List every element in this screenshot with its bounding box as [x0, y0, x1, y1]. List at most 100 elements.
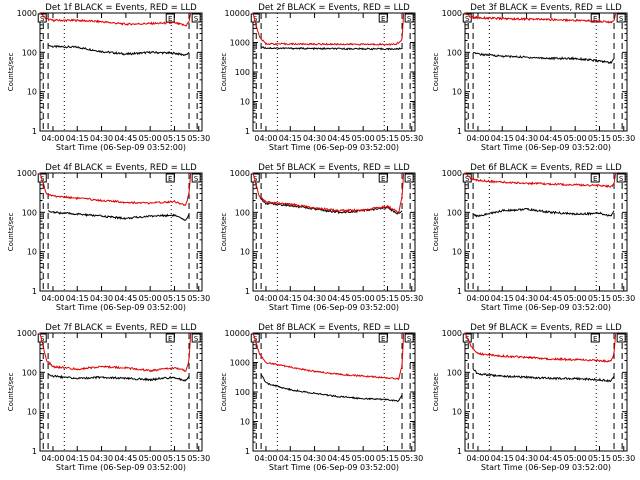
x-tick-label: 04:30: [515, 294, 538, 303]
y-tick-label: 100: [235, 388, 250, 397]
x-tick-label: 04:45: [539, 454, 562, 463]
y-tick-label: 1: [457, 447, 462, 456]
plot-frame: [39, 172, 203, 292]
corner-marker-box: [462, 13, 472, 23]
y-axis-label: Counts/sec: [220, 213, 228, 252]
x-tick-label: 04:45: [327, 454, 350, 463]
detector-panel-8: Det 8f BLACK = Events, RED = LLD Counts/s…: [220, 323, 423, 472]
panel-title: Det 5f BLACK = Events, RED = LLD: [258, 163, 410, 173]
panel-title: Det 6f BLACK = Events, RED = LLD: [470, 163, 622, 173]
corner-marker-label: S: [407, 335, 412, 343]
y-tick-label: 1000: [442, 329, 462, 338]
x-tick-label: 04:45: [114, 454, 137, 463]
corner-marker-label: E: [593, 335, 597, 343]
x-tick-label: 05:30: [612, 294, 635, 303]
detector-panel-3: Det 3f BLACK = Events, RED = LLD Counts/s…: [432, 3, 635, 152]
y-tick-label: 10: [452, 408, 462, 417]
x-tick-label: 04:30: [90, 454, 113, 463]
events-series-line: [260, 198, 403, 215]
corner-marker-label: S: [253, 175, 258, 183]
x-axis-label: Start Time (06-Sep-09 03:52:00): [56, 143, 186, 152]
x-tick-label: 04:30: [515, 134, 538, 143]
x-tick-label: 04:15: [491, 294, 514, 303]
x-axis-label: Start Time (06-Sep-09 03:52:00): [56, 303, 186, 312]
x-tick-label: 05:30: [187, 294, 210, 303]
corner-marker-box: [616, 13, 626, 23]
lld-series-line: [252, 12, 405, 47]
plot-frame: [464, 12, 628, 132]
events-series-line: [472, 51, 615, 65]
corner-marker-label: E: [593, 175, 597, 183]
panel-title: Det 2f BLACK = Events, RED = LLD: [258, 3, 410, 13]
x-tick-label: 04:45: [114, 294, 137, 303]
x-tick-label: 05:30: [400, 454, 423, 463]
lld-series-line: [39, 12, 192, 27]
lld-series-line: [464, 332, 617, 363]
y-tick-label: 10: [240, 98, 250, 107]
x-axis-label: Start Time (06-Sep-09 03:52:00): [269, 303, 399, 312]
corner-marker-label: S: [40, 15, 45, 23]
x-tick-label: 04:00: [41, 294, 64, 303]
y-tick-label: 1000: [230, 359, 250, 368]
x-tick-label: 05:00: [564, 294, 587, 303]
events-series-line: [47, 210, 190, 222]
x-tick-label: 05:30: [400, 134, 423, 143]
corner-marker-box: [191, 13, 201, 23]
x-tick-label: 04:45: [327, 294, 350, 303]
detector-panel-2: Det 2f BLACK = Events, RED = LLD Counts/s…: [220, 3, 423, 152]
panel-title: Det 3f BLACK = Events, RED = LLD: [470, 3, 622, 13]
y-tick-label: 1: [32, 287, 37, 296]
x-axis-label: Start Time (06-Sep-09 03:52:00): [481, 463, 611, 472]
x-tick-label: 04:15: [491, 134, 514, 143]
panel-title: Det 8f BLACK = Events, RED = LLD: [258, 323, 410, 333]
y-tick-label: 100: [447, 368, 462, 377]
y-tick-label: 1000: [230, 169, 250, 178]
corner-marker-box: [165, 173, 175, 183]
y-axis-label: Counts/sec: [432, 213, 440, 252]
y-tick-label: 10: [27, 88, 37, 97]
corner-marker-box: [404, 173, 414, 183]
corner-marker-label: S: [194, 175, 199, 183]
y-tick-label: 1000: [17, 329, 37, 338]
corner-marker-box: [37, 13, 47, 23]
events-series-line: [472, 368, 615, 383]
corner-marker-label: E: [381, 175, 385, 183]
plot-frame: [39, 12, 203, 132]
x-tick-label: 04:00: [466, 454, 489, 463]
x-axis-label: Start Time (06-Sep-09 03:52:00): [269, 143, 399, 152]
y-tick-label: 10000: [225, 329, 250, 338]
y-axis-label: Counts/sec: [432, 373, 440, 412]
x-tick-label: 05:00: [352, 454, 375, 463]
y-tick-label: 100: [447, 48, 462, 57]
x-tick-label: 05:30: [612, 454, 635, 463]
y-tick-label: 100: [447, 208, 462, 217]
lld-series-line: [464, 172, 617, 188]
x-tick-label: 05:15: [588, 454, 611, 463]
corner-marker-box: [250, 333, 260, 343]
plot-frame: [39, 332, 203, 452]
y-tick-label: 1: [32, 447, 37, 456]
corner-marker-box: [191, 333, 201, 343]
x-tick-label: 05:15: [376, 134, 399, 143]
lld-series-line: [39, 332, 192, 373]
x-tick-label: 04:00: [41, 454, 64, 463]
corner-marker-box: [378, 173, 388, 183]
detector-panel-9: Det 9f BLACK = Events, RED = LLD Counts/s…: [432, 323, 635, 472]
y-tick-label: 10: [27, 408, 37, 417]
corner-marker-label: S: [619, 335, 624, 343]
events-series-line: [47, 373, 190, 382]
x-tick-label: 04:45: [327, 134, 350, 143]
y-tick-label: 1000: [442, 9, 462, 18]
corner-marker-label: E: [381, 335, 385, 343]
corner-marker-label: S: [253, 15, 258, 23]
corner-marker-label: S: [40, 335, 45, 343]
corner-marker-label: E: [593, 15, 597, 23]
panel-title: Det 4f BLACK = Events, RED = LLD: [45, 163, 197, 173]
corner-marker-label: E: [168, 335, 172, 343]
panel-title: Det 1f BLACK = Events, RED = LLD: [45, 3, 197, 13]
corner-marker-label: E: [168, 175, 172, 183]
x-tick-label: 04:45: [114, 134, 137, 143]
corner-marker-label: S: [194, 15, 199, 23]
x-tick-label: 04:15: [279, 294, 302, 303]
x-tick-label: 04:30: [303, 454, 326, 463]
